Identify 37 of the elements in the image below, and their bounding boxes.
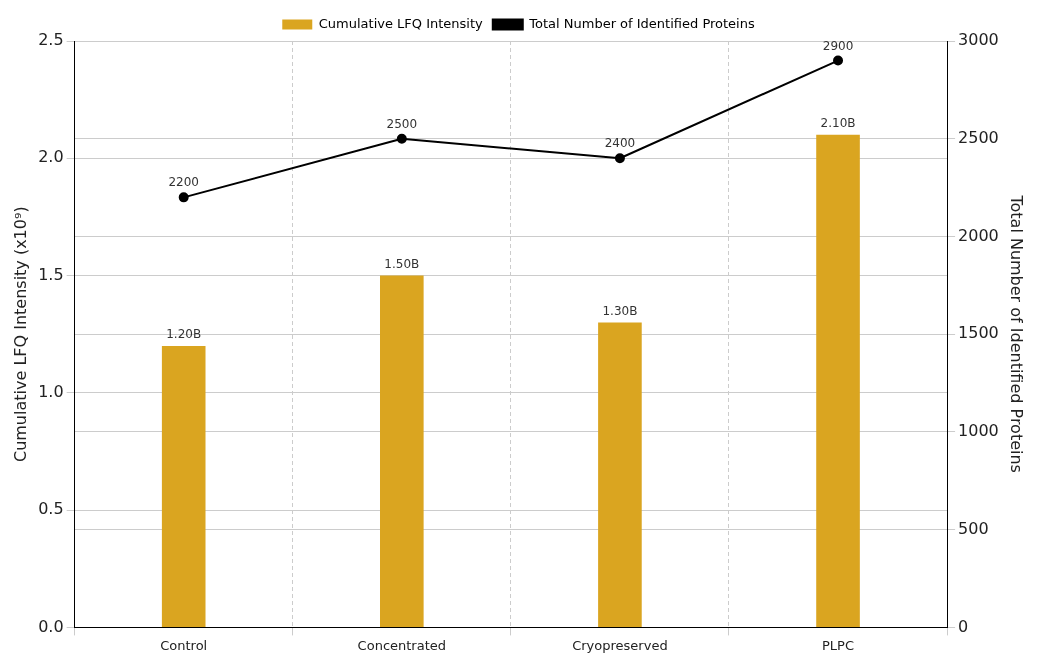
y-tick-label: 1.0 (38, 382, 64, 401)
data-label: 2200 (168, 175, 199, 190)
x-tick-label: Concentrated (357, 637, 447, 653)
y-axis-title: Cumulative LFQ Intensity (x10⁹) (10, 206, 30, 463)
bar (161, 345, 206, 627)
data-label: 1.50B (384, 256, 420, 271)
bar (380, 275, 424, 627)
y2-tick-label: 500 (958, 518, 989, 538)
point (614, 153, 625, 164)
point (396, 133, 407, 144)
y-tick-label: 0.5 (38, 499, 64, 519)
point (833, 55, 844, 66)
point (178, 192, 189, 203)
legend-label: Cumulative LFQ Intensity (318, 15, 484, 31)
x-tick-label: PLPC (822, 637, 855, 653)
data-label: 1.30B (602, 303, 638, 318)
data-label: 2.10B (820, 115, 856, 130)
y2-tick-label: 1000 (958, 421, 999, 441)
x-tick-label: Cryopreserved (572, 637, 668, 653)
x-tick-label: Control (160, 637, 208, 653)
y2-tick-label: 2500 (958, 127, 999, 147)
data-label: 1.20B (166, 327, 202, 342)
y-tick-label: 2.0 (38, 147, 64, 167)
y2-tick-label: 0 (958, 616, 969, 636)
data-label: 2500 (386, 116, 418, 131)
y-tick-label: 0.0 (38, 616, 64, 636)
y2-tick-label: 3000 (958, 30, 999, 50)
data-label: 2400 (604, 136, 636, 151)
y2-axis-title: Total Number of Identified Proteins (1007, 194, 1027, 473)
bar (816, 134, 860, 627)
y2-tick-label: 2000 (958, 225, 999, 245)
legend-label: Total Number of Identified Proteins (528, 15, 755, 31)
y2-tick-label: 1500 (958, 323, 999, 343)
y-tick-label: 1.5 (38, 264, 64, 284)
bar (598, 322, 642, 627)
y-tick-label: 2.5 (38, 30, 64, 50)
data-label: 2900 (822, 38, 854, 53)
